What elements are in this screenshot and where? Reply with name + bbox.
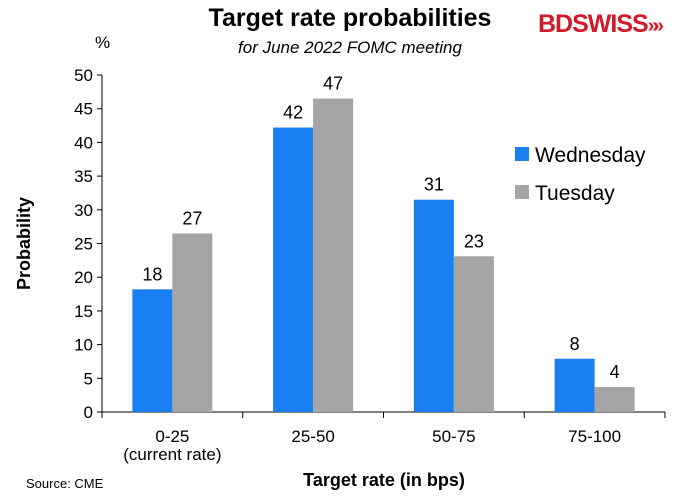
y-axis-title: Probability: [14, 197, 34, 290]
y-tick-label: 15: [74, 302, 93, 321]
x-category-label: 50-75: [432, 427, 475, 446]
x-category-label: 75-100: [568, 427, 621, 446]
y-tick-label: 30: [74, 201, 93, 220]
x-axis-title: Target rate (in bps): [303, 470, 465, 490]
bar-wednesday-1: [273, 127, 314, 413]
logo-text: BDSWISS: [538, 10, 649, 38]
bar-tuesday-3: [594, 387, 635, 412]
legend-swatch-wednesday: [515, 147, 529, 161]
source-note: Source: CME: [26, 476, 104, 491]
y-tick-label: 35: [74, 167, 93, 186]
y-tick-label: 20: [74, 268, 93, 287]
data-label-tuesday-3: 4: [610, 362, 620, 382]
y-tick-label: 5: [84, 369, 93, 388]
bdswiss-logo: BDSWISS»»: [538, 10, 664, 39]
y-tick-label: 50: [74, 66, 93, 85]
bar-wednesday-2: [413, 199, 454, 412]
y-tick-label: 40: [74, 133, 93, 152]
y-tick-label: 10: [74, 336, 93, 355]
chart-subtitle: for June 2022 FOMC meeting: [238, 38, 462, 57]
legend-label-tuesday: Tuesday: [535, 182, 615, 205]
x-category-label: (current rate): [123, 445, 221, 464]
x-category-label: 25-50: [291, 427, 334, 446]
data-label-wednesday-2: 31: [424, 175, 444, 195]
y-tick-label: 45: [74, 100, 93, 119]
chart-title: Target rate probabilities: [208, 4, 492, 32]
y-tick-label: 0: [84, 403, 93, 422]
bar-tuesday-1: [313, 98, 354, 412]
data-label-wednesday-3: 8: [570, 334, 580, 354]
data-label-tuesday-1: 47: [323, 74, 343, 94]
bar-tuesday-0: [172, 233, 213, 412]
legend-label-wednesday: Wednesday: [535, 144, 646, 167]
legend-swatch-tuesday: [515, 185, 529, 199]
data-label-tuesday-2: 23: [464, 231, 484, 251]
bar-wednesday-0: [132, 289, 173, 412]
y-tick-label: 25: [74, 235, 93, 254]
x-category-label: 0-25: [155, 427, 189, 446]
data-label-tuesday-0: 27: [182, 208, 202, 228]
data-label-wednesday-1: 42: [283, 103, 303, 123]
y-unit-label: %: [95, 33, 110, 52]
bar-wednesday-3: [554, 358, 595, 412]
data-label-wednesday-0: 18: [142, 264, 162, 284]
bar-tuesday-2: [453, 256, 494, 412]
